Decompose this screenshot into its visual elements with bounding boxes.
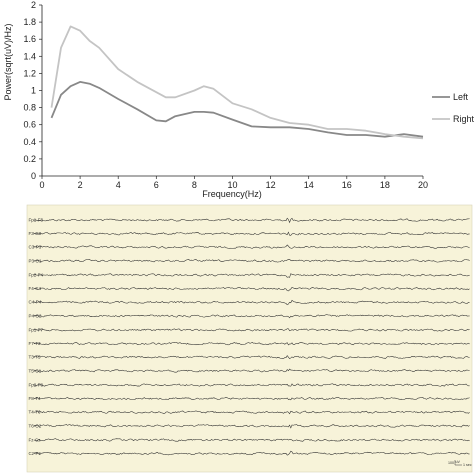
channel-label: Fp2-F8 — [29, 383, 44, 388]
eeg-traces: Fp1-F3F3-C3C3-P3P3-O1Fp2-F4F4-C4C4-P4P4-… — [29, 217, 470, 456]
eeg-trace — [33, 438, 470, 442]
y-tick-label: 1.8 — [23, 17, 36, 27]
y-tick-label: 1.4 — [23, 51, 36, 61]
y-tick-label: 2 — [31, 0, 36, 10]
spectrum-chart: 0 2 4 6 8 10 12 14 16 18 20 0 0.2 0.4 0.6 0.8 1 1.2 1.4 1.6… — [3, 0, 474, 199]
x-axis-label: Frequency(Hz) — [202, 189, 262, 199]
x-tick-label: 8 — [192, 180, 197, 190]
eeg-trace — [33, 424, 470, 429]
channel-label: Cz-Pz — [29, 451, 42, 456]
channel-label: Fp1-F7 — [29, 328, 44, 333]
eeg-trace — [33, 231, 470, 236]
y-tick-label: 0.2 — [23, 154, 36, 164]
eeg-trace — [33, 258, 470, 263]
x-tick-label: 2 — [78, 180, 83, 190]
channel-label: T3-T5 — [29, 355, 41, 360]
channel-label: T6-O2 — [29, 423, 42, 428]
x-tick-label: 0 — [39, 180, 44, 190]
scale-amplitude: 100 — [448, 461, 454, 465]
eeg-trace — [33, 410, 470, 415]
eeg-background — [26, 204, 473, 473]
channel-label: P4-O2 — [29, 313, 43, 318]
x-tick-label: 10 — [227, 180, 237, 190]
y-tick-label: 0.4 — [23, 137, 36, 147]
eeg-trace — [33, 328, 470, 332]
y-tick-label: 0.8 — [23, 103, 36, 113]
eeg-trace — [33, 314, 470, 319]
eeg-trace — [33, 396, 470, 401]
channel-label: C3-P3 — [29, 245, 42, 250]
scale-bar-lines — [454, 460, 462, 466]
eeg-trace — [33, 368, 470, 373]
x-tick-label: 16 — [342, 180, 352, 190]
legend-label-left: Left — [453, 92, 469, 102]
series-line-right — [50, 25, 424, 140]
eeg-trace — [33, 355, 470, 360]
channel-label: C4-P4 — [29, 300, 42, 305]
y-tick-label: 1 — [31, 86, 36, 96]
eeg-trace — [33, 273, 470, 278]
x-tick-label: 6 — [154, 180, 159, 190]
legend-label-right: Right — [453, 114, 474, 124]
y-tick-label: 1.2 — [23, 68, 36, 78]
x-tick-label: 14 — [304, 180, 314, 190]
eeg-trace — [33, 450, 470, 456]
eeg-trace — [33, 299, 470, 306]
chart-axes: 0 2 4 6 8 10 12 14 16 18 20 0 0.2 0.4 0.6 0.8 1 1.2 1.4 1.6… — [23, 0, 428, 190]
eeg-trace — [33, 244, 470, 249]
y-axis-label: Power(sqrt(uV)/Hz) — [3, 23, 13, 100]
y-tick-label: 0.6 — [23, 120, 36, 130]
scale-unit: uV — [456, 460, 461, 464]
x-tick-label: 12 — [266, 180, 276, 190]
scale-time: 1 sec — [463, 463, 472, 467]
eeg-trace — [33, 287, 470, 292]
series-line-left — [50, 81, 424, 138]
series-layer — [50, 25, 424, 140]
eeg-trace — [33, 383, 470, 387]
x-tick-label: 4 — [116, 180, 121, 190]
x-tick-label: 18 — [380, 180, 390, 190]
eeg-trace — [33, 342, 470, 346]
scale-bar: 100 uV 1 sec — [448, 460, 472, 467]
eeg-trace — [33, 217, 470, 224]
x-tick-label: 20 — [418, 180, 428, 190]
y-tick-label: 1.6 — [23, 34, 36, 44]
y-tick-label: 0 — [31, 171, 36, 181]
legend: Left Right — [432, 92, 474, 124]
